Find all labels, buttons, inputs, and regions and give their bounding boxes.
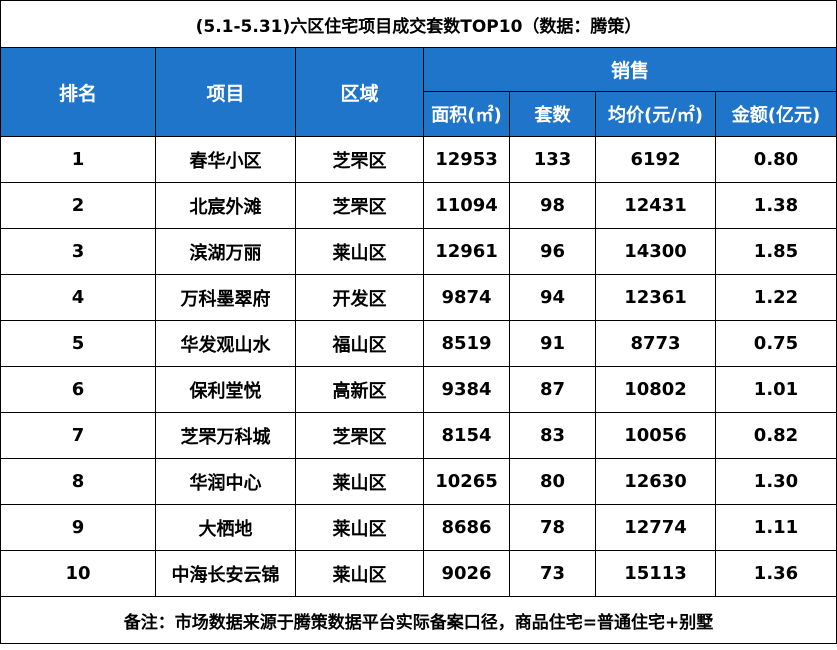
header-area: 面积(㎡) <box>423 91 510 137</box>
table-row: 8 华润中心 莱山区 10265 80 12630 1.30 <box>0 458 837 505</box>
footnote: 备注：市场数据来源于腾策数据平台实际备案口径，商品住宅=普通住宅+别墅 <box>0 596 837 644</box>
cell-units: 73 <box>509 550 596 597</box>
cell-rank: 1 <box>0 136 156 183</box>
header-rank: 排名 <box>0 47 156 137</box>
cell-district: 莱山区 <box>295 504 424 551</box>
cell-project: 北宸外滩 <box>155 182 296 229</box>
cell-avg-price: 12630 <box>595 458 716 505</box>
table-row: 6 保利堂悦 高新区 9384 87 10802 1.01 <box>0 366 837 413</box>
cell-avg-price: 12431 <box>595 182 716 229</box>
cell-project: 万科墨翠府 <box>155 274 296 321</box>
cell-rank: 10 <box>0 550 156 597</box>
cell-district: 福山区 <box>295 320 424 367</box>
cell-amount: 1.36 <box>714 550 837 597</box>
cell-rank: 2 <box>0 182 156 229</box>
cell-units: 133 <box>509 136 596 183</box>
cell-area: 10265 <box>423 458 510 505</box>
cell-rank: 6 <box>0 366 156 413</box>
cell-project: 春华小区 <box>155 136 296 183</box>
cell-rank: 9 <box>0 504 156 551</box>
cell-project: 华发观山水 <box>155 320 296 367</box>
cell-amount: 1.01 <box>714 366 837 413</box>
table-row: 3 滨湖万丽 莱山区 12961 96 14300 1.85 <box>0 228 837 275</box>
cell-project: 保利堂悦 <box>155 366 296 413</box>
cell-district: 高新区 <box>295 366 424 413</box>
table-row: 1 春华小区 芝罘区 12953 133 6192 0.80 <box>0 136 837 183</box>
cell-district: 芝罘区 <box>295 412 424 459</box>
cell-district: 莱山区 <box>295 228 424 275</box>
cell-area: 9384 <box>423 366 510 413</box>
cell-avg-price: 15113 <box>595 550 716 597</box>
cell-avg-price: 12774 <box>595 504 716 551</box>
cell-units: 87 <box>509 366 596 413</box>
cell-project: 大栖地 <box>155 504 296 551</box>
cell-units: 83 <box>509 412 596 459</box>
cell-avg-price: 8773 <box>595 320 716 367</box>
cell-avg-price: 14300 <box>595 228 716 275</box>
cell-area: 12953 <box>423 136 510 183</box>
cell-amount: 0.75 <box>714 320 837 367</box>
cell-district: 芝罘区 <box>295 136 424 183</box>
cell-area: 12961 <box>423 228 510 275</box>
table-title: (5.1-5.31)六区住宅项目成交套数TOP10（数据：腾策） <box>0 0 837 48</box>
cell-amount: 1.85 <box>714 228 837 275</box>
table-row: 10 中海长安云锦 莱山区 9026 73 15113 1.36 <box>0 550 837 597</box>
cell-project: 华润中心 <box>155 458 296 505</box>
cell-amount: 1.22 <box>714 274 837 321</box>
table-row: 4 万科墨翠府 开发区 9874 94 12361 1.22 <box>0 274 837 321</box>
cell-district: 莱山区 <box>295 458 424 505</box>
cell-area: 8686 <box>423 504 510 551</box>
header-avg-price: 均价(元/㎡) <box>595 91 716 137</box>
cell-area: 8154 <box>423 412 510 459</box>
cell-district: 莱山区 <box>295 550 424 597</box>
cell-rank: 3 <box>0 228 156 275</box>
cell-amount: 1.30 <box>714 458 837 505</box>
cell-rank: 7 <box>0 412 156 459</box>
cell-units: 94 <box>509 274 596 321</box>
cell-amount: 1.11 <box>714 504 837 551</box>
cell-project: 中海长安云锦 <box>155 550 296 597</box>
cell-district: 芝罘区 <box>295 182 424 229</box>
cell-avg-price: 10802 <box>595 366 716 413</box>
cell-rank: 8 <box>0 458 156 505</box>
cell-project: 滨湖万丽 <box>155 228 296 275</box>
cell-units: 80 <box>509 458 596 505</box>
cell-avg-price: 12361 <box>595 274 716 321</box>
cell-rank: 4 <box>0 274 156 321</box>
cell-units: 96 <box>509 228 596 275</box>
header-amount: 金额(亿元) <box>714 91 837 137</box>
cell-project: 芝罘万科城 <box>155 412 296 459</box>
header-sales: 销售 <box>422 47 837 92</box>
cell-units: 91 <box>509 320 596 367</box>
table-row: 2 北宸外滩 芝罘区 11094 98 12431 1.38 <box>0 182 837 229</box>
cell-units: 98 <box>509 182 596 229</box>
cell-amount: 0.80 <box>714 136 837 183</box>
cell-area: 9026 <box>423 550 510 597</box>
header-district: 区域 <box>295 47 424 137</box>
cell-avg-price: 10056 <box>595 412 716 459</box>
cell-avg-price: 6192 <box>595 136 716 183</box>
cell-amount: 0.82 <box>714 412 837 459</box>
cell-area: 11094 <box>423 182 510 229</box>
header-units: 套数 <box>509 91 596 137</box>
cell-rank: 5 <box>0 320 156 367</box>
cell-area: 9874 <box>423 274 510 321</box>
cell-district: 开发区 <box>295 274 424 321</box>
table-row: 5 华发观山水 福山区 8519 91 8773 0.75 <box>0 320 837 367</box>
cell-amount: 1.38 <box>714 182 837 229</box>
table-row: 7 芝罘万科城 芝罘区 8154 83 10056 0.82 <box>0 412 837 459</box>
table-row: 9 大栖地 莱山区 8686 78 12774 1.11 <box>0 504 837 551</box>
cell-area: 8519 <box>423 320 510 367</box>
header-project: 项目 <box>155 47 296 137</box>
cell-units: 78 <box>509 504 596 551</box>
